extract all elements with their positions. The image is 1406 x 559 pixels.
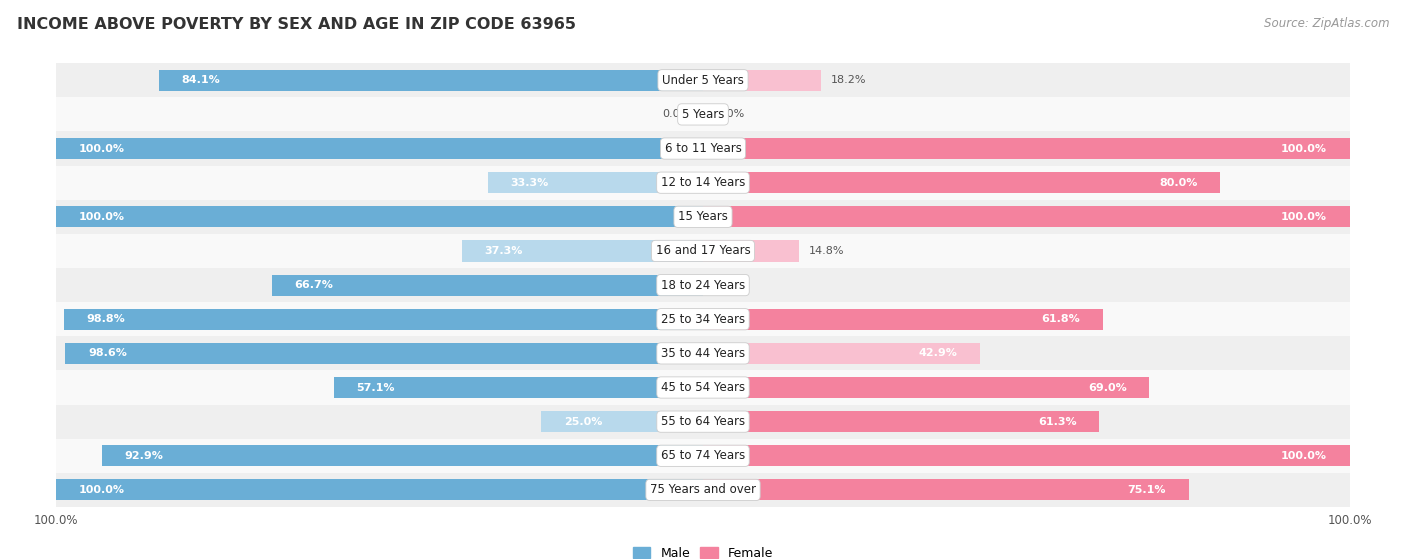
Text: 61.8%: 61.8%	[1042, 314, 1080, 324]
Text: 100.0%: 100.0%	[79, 144, 125, 154]
Bar	[703, 70, 821, 91]
Text: 66.7%: 66.7%	[294, 280, 333, 290]
Bar	[703, 411, 1099, 432]
Text: 57.1%: 57.1%	[356, 382, 395, 392]
Bar	[56, 234, 1350, 268]
Bar	[541, 411, 703, 432]
Bar	[56, 268, 1350, 302]
Bar	[56, 206, 703, 228]
Text: 75 Years and over: 75 Years and over	[650, 484, 756, 496]
Legend: Male, Female: Male, Female	[628, 542, 778, 559]
Text: 0.0%: 0.0%	[662, 110, 690, 120]
Text: 6 to 11 Years: 6 to 11 Years	[665, 142, 741, 155]
Bar	[56, 165, 1350, 200]
Text: 100.0%: 100.0%	[79, 212, 125, 222]
Bar	[56, 371, 1350, 405]
Bar	[56, 439, 1350, 473]
Text: 92.9%: 92.9%	[125, 451, 163, 461]
Text: 25 to 34 Years: 25 to 34 Years	[661, 312, 745, 326]
Bar	[703, 172, 1220, 193]
Bar	[271, 274, 703, 296]
Text: 12 to 14 Years: 12 to 14 Years	[661, 176, 745, 189]
Bar	[56, 337, 1350, 371]
Text: 80.0%: 80.0%	[1160, 178, 1198, 188]
Text: 100.0%: 100.0%	[1281, 451, 1327, 461]
Text: 98.8%: 98.8%	[87, 314, 125, 324]
Bar	[703, 479, 1188, 500]
Text: Source: ZipAtlas.com: Source: ZipAtlas.com	[1264, 17, 1389, 30]
Bar	[56, 479, 703, 500]
Bar	[65, 343, 703, 364]
Text: 75.1%: 75.1%	[1128, 485, 1166, 495]
Bar	[65, 309, 703, 330]
Text: 18 to 24 Years: 18 to 24 Years	[661, 278, 745, 292]
Text: 84.1%: 84.1%	[181, 75, 221, 86]
Bar	[703, 343, 980, 364]
Bar	[56, 405, 1350, 439]
Bar	[56, 131, 1350, 165]
Text: 5 Years: 5 Years	[682, 108, 724, 121]
Text: 42.9%: 42.9%	[920, 348, 957, 358]
Text: 65 to 74 Years: 65 to 74 Years	[661, 449, 745, 462]
Bar	[703, 138, 1350, 159]
Text: 37.3%: 37.3%	[485, 246, 523, 256]
Bar	[159, 70, 703, 91]
Bar	[703, 445, 1350, 466]
Text: 100.0%: 100.0%	[1281, 144, 1327, 154]
Bar	[461, 240, 703, 262]
Text: 16 and 17 Years: 16 and 17 Years	[655, 244, 751, 258]
Text: 61.3%: 61.3%	[1038, 416, 1077, 427]
Text: 69.0%: 69.0%	[1088, 382, 1126, 392]
Bar	[703, 240, 799, 262]
Text: 0.0%: 0.0%	[716, 280, 744, 290]
Bar	[56, 138, 703, 159]
Bar	[703, 206, 1350, 228]
Bar	[703, 309, 1102, 330]
Text: 98.6%: 98.6%	[89, 348, 127, 358]
Text: INCOME ABOVE POVERTY BY SEX AND AGE IN ZIP CODE 63965: INCOME ABOVE POVERTY BY SEX AND AGE IN Z…	[17, 17, 576, 32]
Text: 45 to 54 Years: 45 to 54 Years	[661, 381, 745, 394]
Bar	[333, 377, 703, 398]
Bar	[56, 473, 1350, 507]
Bar	[103, 445, 703, 466]
Text: 100.0%: 100.0%	[79, 485, 125, 495]
Text: 33.3%: 33.3%	[510, 178, 548, 188]
Bar	[56, 200, 1350, 234]
Text: 14.8%: 14.8%	[808, 246, 844, 256]
Bar	[56, 97, 1350, 131]
Text: Under 5 Years: Under 5 Years	[662, 74, 744, 87]
Text: 15 Years: 15 Years	[678, 210, 728, 223]
Bar	[488, 172, 703, 193]
Text: 35 to 44 Years: 35 to 44 Years	[661, 347, 745, 360]
Text: 25.0%: 25.0%	[564, 416, 602, 427]
Bar	[703, 377, 1149, 398]
Bar	[56, 302, 1350, 337]
Text: 55 to 64 Years: 55 to 64 Years	[661, 415, 745, 428]
Text: 100.0%: 100.0%	[1281, 212, 1327, 222]
Text: 0.0%: 0.0%	[716, 110, 744, 120]
Bar	[56, 63, 1350, 97]
Text: 18.2%: 18.2%	[831, 75, 866, 86]
